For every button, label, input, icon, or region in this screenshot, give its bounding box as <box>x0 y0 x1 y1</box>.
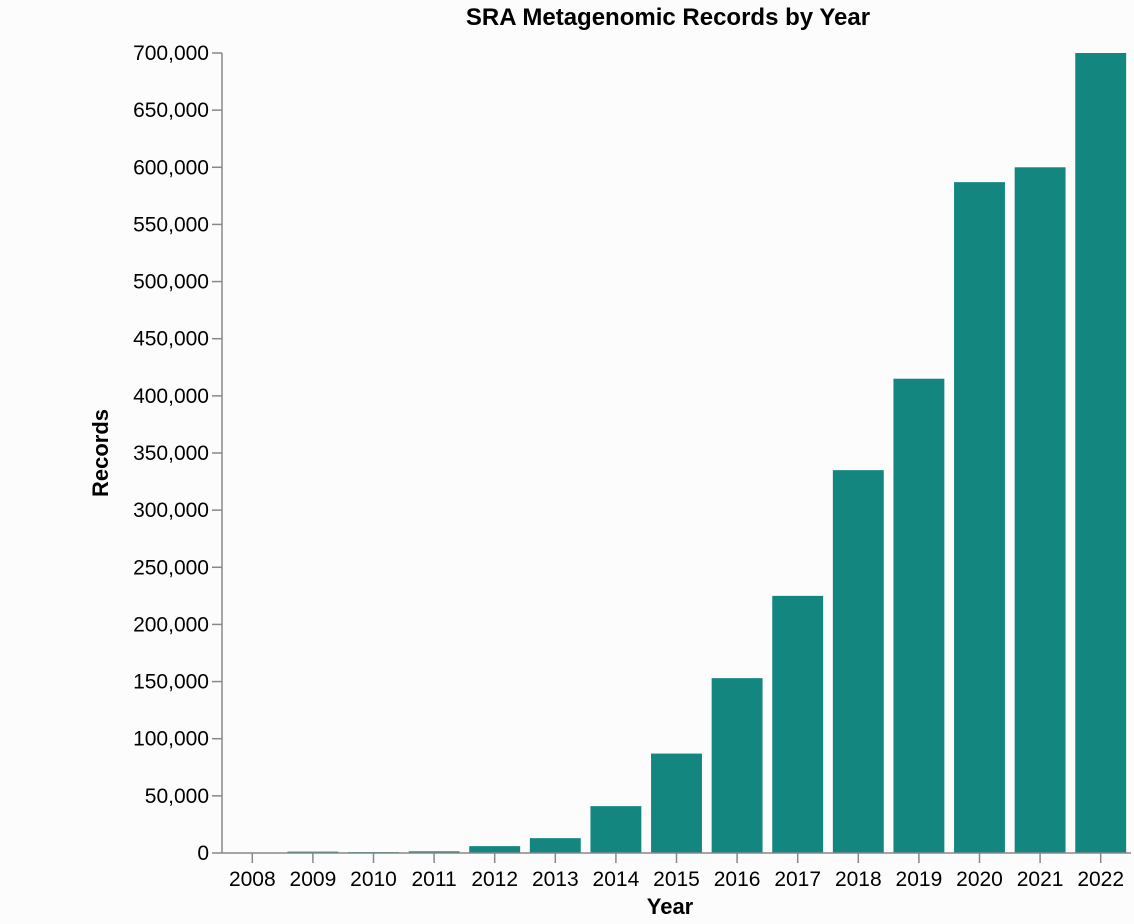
y-tick-label: 350,000 <box>133 442 209 465</box>
bar-2021 <box>1014 167 1066 854</box>
chart-title: SRA Metagenomic Records by Year <box>466 4 870 31</box>
y-tick-label: 150,000 <box>133 671 209 694</box>
bar-2016 <box>711 678 763 853</box>
x-tick-label: 2017 <box>774 868 821 891</box>
y-axis-title: Records <box>88 409 113 497</box>
x-tick-label: 2015 <box>653 868 700 891</box>
y-tick-label: 300,000 <box>133 499 209 522</box>
bar-2019 <box>893 378 945 853</box>
bar-2020 <box>954 182 1005 853</box>
x-tick-label: 2018 <box>835 868 882 891</box>
x-tick-label: 2022 <box>1077 868 1124 891</box>
x-tick-label: 2009 <box>290 868 337 891</box>
x-tick-label: 2021 <box>1017 868 1064 891</box>
y-tick-label: 100,000 <box>133 728 209 751</box>
y-tick-label: 50,000 <box>145 785 209 808</box>
bar-2018 <box>832 470 884 853</box>
y-tick-label: 550,000 <box>133 213 209 236</box>
bar-2022 <box>1075 53 1127 853</box>
x-tick-label: 2020 <box>956 868 1003 891</box>
bar-2014 <box>590 806 642 853</box>
y-tick-label: 200,000 <box>133 613 209 636</box>
x-tick-label: 2011 <box>412 868 457 891</box>
x-tick-label: 2019 <box>896 868 943 891</box>
y-axis: 0 50,000 100,000 150,000 200,000 250,000 300,0… <box>133 42 223 865</box>
bars-group <box>226 53 1127 854</box>
x-tick-label: 2013 <box>532 868 579 891</box>
y-tick-label: 700,000 <box>133 42 209 65</box>
bar-2015 <box>651 753 702 853</box>
bar-2013 <box>529 838 581 853</box>
y-tick-label: 650,000 <box>133 99 209 122</box>
x-axis-title: Year <box>647 894 694 919</box>
bar-2017 <box>772 595 824 853</box>
bar-2012 <box>469 846 521 853</box>
y-tick-label: 500,000 <box>133 271 209 294</box>
y-tick-label: 400,000 <box>133 385 209 408</box>
x-tick-label: 2008 <box>229 868 276 891</box>
x-tick-label: 2012 <box>471 868 518 891</box>
bar-2011 <box>408 851 460 853</box>
y-tick-label: 450,000 <box>133 328 209 351</box>
y-tick-label: 250,000 <box>133 556 209 579</box>
x-tick-label: 2016 <box>714 868 761 891</box>
y-tick-label: 0 <box>197 842 209 865</box>
x-tick-label: 2014 <box>593 868 640 891</box>
y-tick-label: 600,000 <box>133 156 209 179</box>
x-axis: 2008 2009 2010 2011 2012 2013 2014 2015 2016 2017… <box>222 852 1131 891</box>
x-tick-label: 2010 <box>350 868 397 891</box>
